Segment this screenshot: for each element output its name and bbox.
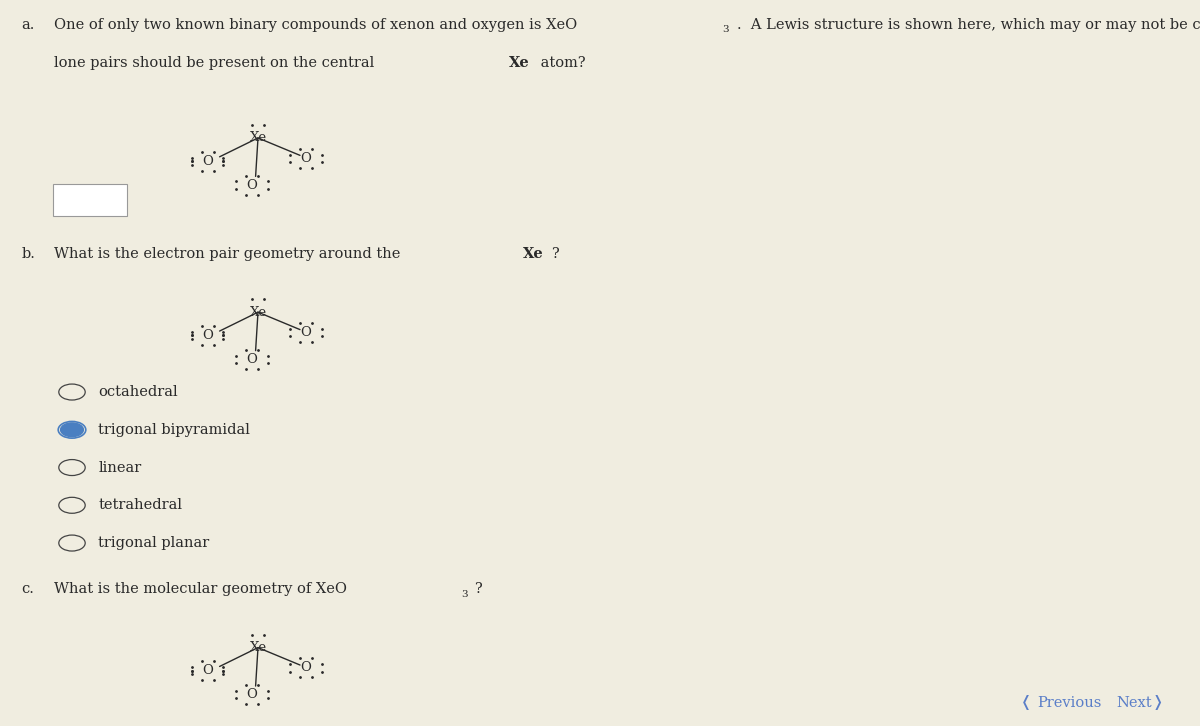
Text: 3: 3 (722, 25, 730, 34)
Text: O: O (246, 353, 258, 366)
Text: Xe: Xe (523, 247, 544, 261)
Text: O: O (202, 155, 214, 168)
Text: One of only two known binary compounds of xenon and oxygen is XeO: One of only two known binary compounds o… (54, 18, 577, 32)
Text: O: O (300, 661, 312, 674)
Text: O: O (202, 329, 214, 342)
Text: ?: ? (551, 247, 558, 261)
Text: .  A Lewis structure is shown here, which may or may not be complete.  How many: . A Lewis structure is shown here, which… (737, 18, 1200, 32)
Text: b.: b. (22, 247, 36, 261)
FancyBboxPatch shape (53, 184, 127, 216)
Text: linear: linear (98, 460, 142, 475)
Text: c.: c. (22, 582, 35, 596)
Text: atom?: atom? (536, 56, 586, 70)
Text: 3: 3 (461, 590, 468, 598)
Text: What is the molecular geometry of XeO: What is the molecular geometry of XeO (54, 582, 347, 596)
Text: lone pairs should be present on the central: lone pairs should be present on the cent… (54, 56, 379, 70)
Text: O: O (246, 179, 258, 192)
Text: 1: 1 (66, 195, 76, 210)
Circle shape (60, 423, 84, 436)
Text: Xe: Xe (250, 306, 266, 319)
Text: O: O (300, 326, 312, 339)
Text: Next: Next (1116, 696, 1152, 710)
Text: O: O (202, 664, 214, 677)
Text: Xe: Xe (250, 131, 266, 144)
Text: a.: a. (22, 18, 35, 32)
Text: tetrahedral: tetrahedral (98, 498, 182, 513)
Text: trigonal bipyramidal: trigonal bipyramidal (98, 423, 251, 437)
Text: Xe: Xe (250, 641, 266, 654)
Text: trigonal planar: trigonal planar (98, 536, 210, 550)
Text: Xe: Xe (509, 56, 529, 70)
Text: O: O (300, 152, 312, 165)
Text: ❬: ❬ (1020, 695, 1032, 710)
Text: Previous: Previous (1037, 696, 1102, 710)
Text: O: O (246, 688, 258, 701)
Text: What is the electron pair geometry around the: What is the electron pair geometry aroun… (54, 247, 406, 261)
Text: ?: ? (474, 582, 481, 596)
Text: ❭: ❭ (1152, 695, 1164, 710)
Text: octahedral: octahedral (98, 385, 178, 399)
